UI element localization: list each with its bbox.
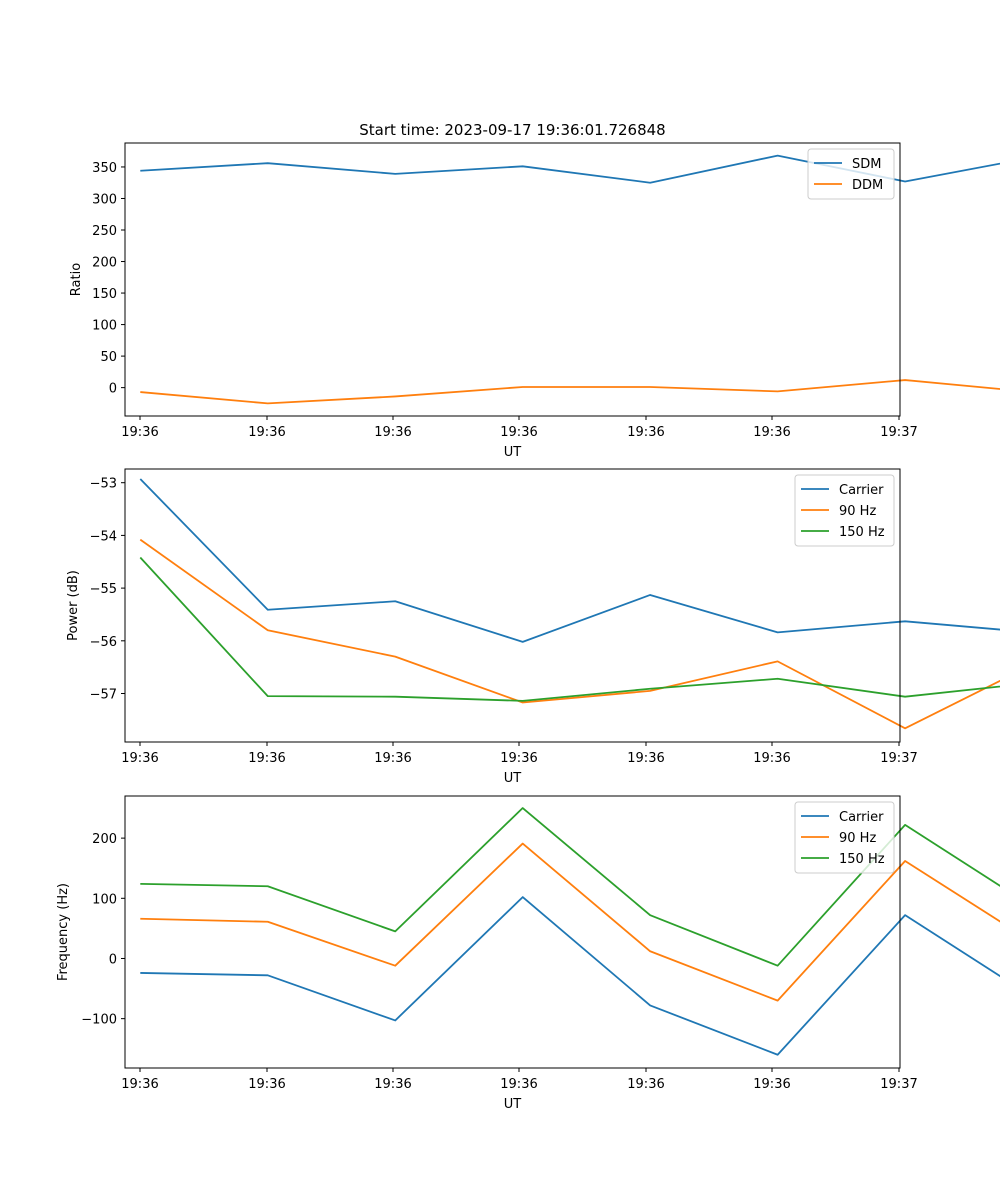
x-tick-label: 19:36 — [121, 1077, 158, 1092]
y-tick-label: 350 — [92, 161, 117, 176]
y-tick-label: 50 — [100, 350, 117, 365]
x-tick-label: 19:36 — [500, 425, 537, 440]
y-axis-label: Frequency (Hz) — [56, 883, 71, 981]
x-tick-label: 19:36 — [374, 751, 411, 766]
axes-frame — [124, 142, 901, 417]
y-tick-label: 300 — [92, 192, 117, 207]
series-line-carrier — [140, 896, 1000, 1056]
x-axis-label: UT — [504, 1097, 522, 1112]
axes-frame — [124, 468, 901, 743]
x-tick-label: 19:36 — [753, 1077, 790, 1092]
legend-label: Carrier — [839, 483, 884, 498]
x-tick-label: 19:36 — [753, 425, 790, 440]
x-axis-label: UT — [504, 771, 522, 786]
x-tick-label: 19:37 — [880, 1077, 917, 1092]
y-tick-label: 250 — [92, 224, 117, 239]
legend-label: Carrier — [839, 810, 884, 825]
y-tick-label: −55 — [90, 582, 117, 597]
x-tick-label: 19:37 — [880, 751, 917, 766]
legend-box — [807, 148, 895, 200]
legend: Carrier 90 Hz 150 Hz — [794, 801, 895, 874]
y-tick-label: −54 — [90, 529, 117, 544]
x-tick-label: 19:36 — [627, 751, 664, 766]
legend-label: 150 Hz — [839, 525, 885, 540]
series-line-90-hz — [139, 538, 1000, 730]
chart-title: Start time: 2023-09-17 19:36:01.726848 — [359, 121, 665, 139]
x-tick-label: 19:36 — [248, 1077, 285, 1092]
y-tick-label: 150 — [92, 287, 117, 302]
x-axis-label: UT — [504, 445, 522, 460]
chart-panel-3: 19:36 19:36 19:36 19:36 19:36 19:36 19:37 200 10… — [56, 795, 1000, 1112]
y-tick-label: 0 — [109, 952, 117, 967]
legend-box — [794, 474, 895, 547]
legend-label: DDM — [852, 178, 883, 193]
y-tick-label: −56 — [90, 635, 117, 650]
x-tick-label: 19:36 — [374, 425, 411, 440]
x-tick-label: 19:36 — [500, 1077, 537, 1092]
y-tick-label: 100 — [92, 892, 117, 907]
x-tick-label: 19:36 — [121, 425, 158, 440]
x-tick-label: 19:36 — [374, 1077, 411, 1092]
x-tick-label: 19:36 — [248, 751, 285, 766]
x-tick-label: 19:36 — [627, 425, 664, 440]
x-tick-label: 19:36 — [627, 1077, 664, 1092]
y-tick-label: 0 — [109, 382, 117, 397]
x-tick-label: 19:36 — [500, 751, 537, 766]
y-axis-label: Power (dB) — [66, 570, 81, 641]
series-line-150-hz — [139, 556, 1000, 702]
y-tick-label: −100 — [81, 1013, 117, 1028]
y-tick-label: 100 — [92, 319, 117, 334]
y-tick-label: −57 — [90, 688, 117, 703]
x-tick-label: 19:37 — [880, 425, 917, 440]
legend-label: SDM — [852, 157, 881, 172]
legend-box — [794, 801, 895, 874]
y-tick-label: 200 — [92, 832, 117, 847]
x-tick-label: 19:36 — [121, 751, 158, 766]
series-line-ddm — [140, 379, 1000, 405]
legend-label: 90 Hz — [839, 504, 876, 519]
legend-label: 90 Hz — [839, 831, 876, 846]
legend: SDM DDM — [807, 148, 895, 200]
legend-label: 150 Hz — [839, 852, 885, 867]
axes-frame — [124, 795, 901, 1069]
chart-panel-1: Start time: 2023-09-17 19:36:01.726848 19… — [69, 121, 1000, 460]
y-tick-label: 200 — [92, 256, 117, 271]
x-tick-label: 19:36 — [753, 751, 790, 766]
series-line-90-hz — [140, 842, 1000, 1002]
chart-panel-2: 19:36 19:36 19:36 19:36 19:36 19:36 19:37 −53 −5… — [66, 468, 1000, 786]
y-axis-label: Ratio — [69, 263, 84, 296]
x-tick-label: 19:36 — [248, 425, 285, 440]
legend: Carrier 90 Hz 150 Hz — [794, 474, 895, 547]
series-line-carrier — [139, 478, 1000, 643]
y-tick-label: −53 — [90, 477, 117, 492]
